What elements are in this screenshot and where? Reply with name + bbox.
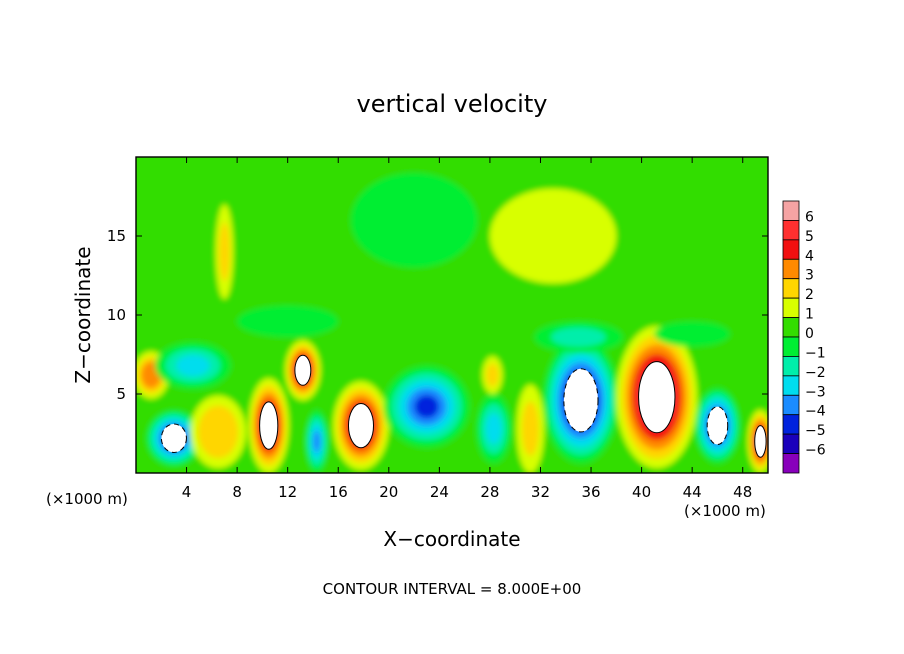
contour-12 [563,368,599,433]
contour-5 [294,354,312,386]
y-tick-label: 15 [107,227,126,245]
colorbar-swatch [782,356,800,377]
colorbar-swatch [782,200,800,221]
field-cell-9-3 [485,413,502,445]
x-unit-right: (×1000 m) [684,502,766,520]
contour-0 [160,423,187,453]
colorbar-swatch [782,258,800,280]
colorbar-swatch [782,220,800,241]
colorbar-label: 3 [805,268,814,284]
x-tick-label: 24 [430,483,449,501]
field-cell-6-4 [312,430,321,453]
y-axis-label: Z−coordinate [71,246,95,383]
colorbar-label: −2 [805,365,826,381]
colorbar-swatch [782,336,800,357]
colorbar-swatch [782,394,800,416]
colorbar-label: −4 [805,404,826,420]
colorbar-label: −6 [805,443,826,459]
colorbar-swatch [782,433,800,454]
field-cell-19-1 [350,172,478,268]
x-tick-label: 12 [278,483,297,501]
x-tick-label: 20 [379,483,398,501]
colorbar: 6 5 4 3 2 1 0 −1 −2 −3 −4 −5 −6 [782,200,826,474]
colorbar-swatch [782,453,800,474]
colorbar-swatch [782,297,800,318]
field-cell-17-2 [551,327,606,347]
contour-13 [638,361,676,434]
x-tick-label: 8 [232,483,242,501]
plot-area [136,157,768,473]
x-unit-left: (×1000 m) [46,490,128,508]
chart-title: vertical velocity [357,90,548,118]
field-cell-10-2 [486,363,499,387]
colorbar-swatch [782,278,800,299]
colorbar-label: 5 [805,229,814,245]
y-axis-ticks: 5 10 15 [107,227,768,403]
contour-14 [706,406,729,446]
contour-15 [754,425,767,458]
colorbar-swatch [782,317,800,338]
x-tick-label: 48 [733,483,752,501]
field-cell-20-1 [489,188,617,284]
y-tick-label: 10 [107,306,126,324]
colorbar-label: 2 [805,287,814,303]
x-tick-label: 32 [531,483,550,501]
field-cell-18-1 [654,321,731,347]
x-tick-label: 36 [581,483,600,501]
colorbar-label: −5 [805,423,826,439]
x-tick-label: 4 [182,483,192,501]
field-cell-8-5 [414,394,439,419]
field-cell-21-2 [219,222,230,281]
x-axis-label: X−coordinate [383,527,520,551]
colorbar-label: 4 [805,248,814,264]
colorbar-label: −3 [805,384,826,400]
colorbar-label: 1 [805,307,814,323]
field-cell-16-1 [237,305,339,338]
field-cell-3-3 [205,415,231,449]
contour-interval-note: CONTOUR INTERVAL = 8.000E+00 [323,580,582,598]
colorbar-label: 6 [805,209,814,225]
colorbar-label: −1 [805,345,826,361]
x-tick-label: 16 [329,483,348,501]
contour-4 [259,401,279,450]
colorbar-label: 0 [805,326,814,342]
x-tick-label: 28 [480,483,499,501]
colorbar-swatch [782,414,800,435]
field-cell-11-2 [521,401,539,456]
colorbar-swatch [782,375,800,396]
colorbar-swatch [782,239,800,260]
x-axis-ticks: 4 8 12 16 20 24 28 32 36 40 44 48 [182,157,752,501]
contour-7 [347,402,375,449]
field-cell-2-3 [176,355,210,377]
x-tick-label: 44 [683,483,702,501]
field-cell-1-4 [145,366,158,384]
y-tick-label: 5 [116,385,126,403]
x-tick-label: 40 [632,483,651,501]
velocity-field [136,157,768,473]
contour-lines [160,354,767,458]
